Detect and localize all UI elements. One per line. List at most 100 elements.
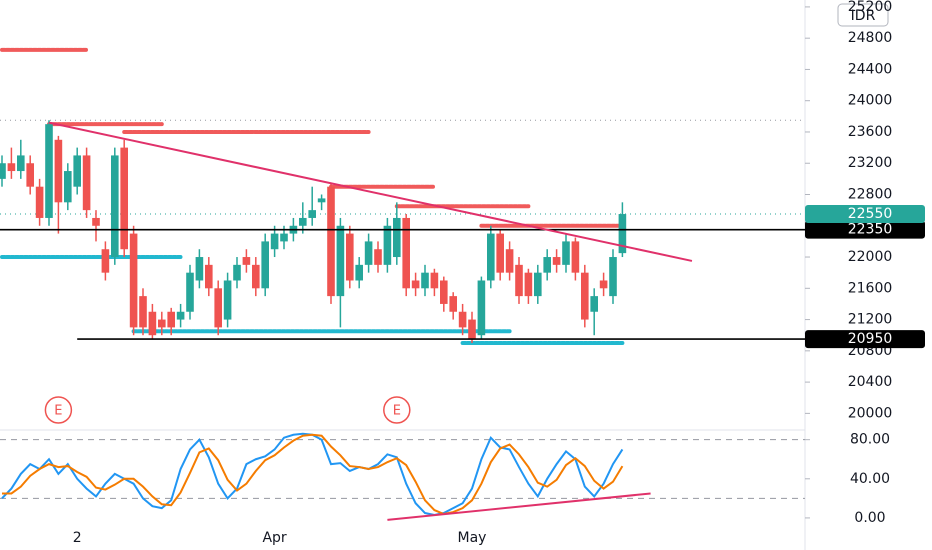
candle-body [534,272,542,297]
candle-body [355,264,363,281]
y-tick-label: 24400 [848,61,893,77]
trendline [387,492,651,521]
candle-body [346,233,354,281]
event-marker [44,396,73,424]
candle-body [280,233,288,242]
candle-body [505,249,514,273]
candle-body [336,225,345,297]
candle-body [233,264,241,281]
candle-body [599,280,608,289]
candle-body [0,163,6,179]
candle-body [317,198,326,203]
candle-body [393,217,401,258]
candle-body [364,241,373,265]
candle-body [261,241,269,289]
last-price-label: 22550 [848,206,893,222]
candle-body [618,214,627,254]
candle-body [515,264,523,297]
candle-body [552,257,561,265]
candle-body [73,155,81,187]
candle-body [440,280,448,304]
candle-body [101,249,110,273]
candle-body [496,233,504,273]
currency: IDR [851,8,876,24]
price-label: 22350 [848,222,893,238]
y-tick-label: 23200 [848,155,893,171]
candle-body [327,186,335,297]
candle-body [186,272,194,312]
candle-body [148,311,157,336]
y-tick-label: 21600 [848,280,893,296]
candle-body [543,257,551,273]
event-label: E [54,404,62,419]
candle-body [524,272,533,297]
candle-body [35,186,44,218]
candle-body [54,139,63,203]
candle-body [205,264,213,289]
candle-body [7,163,16,172]
candle-body [64,171,72,203]
candle-body [468,319,476,340]
candle-body [214,288,222,328]
candle-body [45,124,53,218]
candle-body [383,225,392,265]
candle-body [299,217,307,226]
currency-box [837,3,889,27]
y-tick-label: 21200 [848,312,893,328]
candle-body [82,155,91,211]
candle-body [421,272,429,289]
candle-body [590,296,598,312]
candle-body [111,155,119,258]
candle-body [92,217,100,226]
candle-body [195,257,204,281]
candle-body [581,272,589,320]
event-label: E [393,404,401,419]
event-marker [383,396,411,424]
x-tick-label: May [458,530,487,546]
candle-body [308,210,316,218]
y-tick-label: 22800 [848,187,893,203]
candle-body [458,311,467,328]
candle-body [430,272,439,289]
y-tick-label: 40.00 [850,471,890,487]
price-label-box [805,330,925,349]
last-price-box [805,205,925,224]
stoch-line [2,433,624,516]
candle-body [477,280,486,336]
candle-body [158,319,166,328]
candle-body [26,163,34,187]
y-tick-label: 22000 [848,249,893,265]
candle-body [129,233,138,328]
candle-body [176,311,185,320]
y-tick-label: 24800 [848,30,893,46]
candle-body [139,296,147,328]
candle-body [167,311,175,328]
candle-body [609,257,617,297]
candle-body [571,241,580,273]
price-label: 20950 [848,331,893,347]
trendline [48,121,693,262]
candle-body [411,280,420,289]
y-tick-label: 20000 [848,405,893,421]
candle-body [487,233,495,281]
candle-body [223,280,232,320]
candle-body [562,241,570,265]
y-tick-label: 24000 [848,93,893,109]
candle-body [242,257,251,265]
candle-body [449,296,457,312]
candle-body [120,147,128,250]
price-label-box [805,220,925,239]
y-tick-label: 23600 [848,124,893,140]
y-tick-label: 25200 [848,0,893,15]
candle-body [402,217,410,289]
candle-body [17,155,25,172]
x-tick-label: 2 [73,530,82,546]
candle-body [252,264,260,289]
y-tick-label: 0.00 [854,510,885,526]
candle-body [374,249,382,265]
candle-body [270,233,279,250]
y-tick-label: 20400 [848,374,893,390]
x-tick-label: Apr [262,530,286,546]
